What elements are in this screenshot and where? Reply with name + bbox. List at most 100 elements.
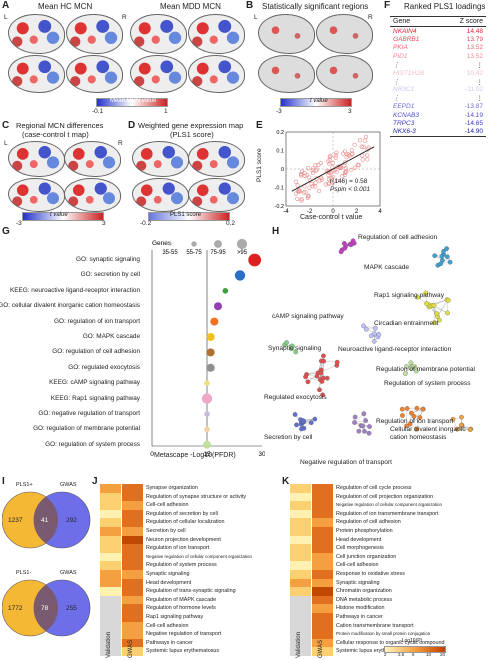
e-point	[365, 153, 370, 158]
h-node	[305, 379, 311, 385]
e-point	[333, 153, 339, 158]
h-node	[318, 370, 324, 376]
heat-cell-validation	[100, 561, 121, 570]
heat-row-label: Cell morphogenesis	[336, 545, 384, 552]
h-node	[420, 406, 426, 412]
brain-d-left-lateral	[132, 141, 189, 177]
h-cluster-label: Secretion by cell	[264, 434, 313, 441]
a-title-mdd: Mean MDD MCN	[160, 2, 221, 11]
heat-cell-validation	[290, 613, 311, 622]
h-cluster-label: Negative regulation of transport	[300, 459, 393, 466]
e-point	[299, 198, 304, 203]
heat-row-label: Cation transmembrane transport	[336, 622, 414, 629]
f-row: GABRB1 13.79	[390, 35, 486, 43]
g-term-label: KEEG: Rap1 signaling pathway	[50, 394, 140, 402]
h-node	[319, 379, 325, 384]
a-cbar-label: Mean MCN value	[110, 98, 157, 104]
heat-row-label: Protein phosphorylation	[336, 528, 393, 534]
heat-row-label: Regulation of ion transmembrane transpor…	[336, 510, 439, 517]
e-fit-line	[291, 146, 375, 192]
e-point	[355, 162, 360, 167]
h-node	[371, 338, 377, 344]
heat-cell-gwas	[312, 570, 333, 579]
heat-row-label: Pathways in cancer	[336, 614, 383, 620]
e-ytick: -0.2	[275, 204, 284, 210]
g-dot	[204, 426, 210, 433]
e-xtick: 2	[355, 209, 359, 215]
heat-row-label: Regulation of secretion by cell	[146, 510, 218, 517]
heat-row-label: Negative regulation of transport	[146, 631, 222, 638]
heat-cell-validation	[290, 492, 311, 502]
i-top-b: GWAS	[60, 482, 77, 488]
f-table: Gene Z score NKAIN4 14.48 GABRB1 13.79 PKIA 1…	[390, 16, 486, 138]
e-point	[300, 169, 305, 174]
h-node	[363, 418, 368, 423]
brain-mdd-right-lateral	[188, 14, 245, 54]
e-xtick: -2	[307, 209, 313, 215]
g-term-label: GO: regulation of ion transport	[54, 317, 140, 325]
h-node	[445, 310, 450, 316]
g-size-legend-dot	[214, 240, 222, 248]
g-dot	[204, 411, 210, 417]
h-node	[403, 371, 408, 376]
heat-cell-validation	[290, 501, 311, 510]
g-size-legend-label: 35-55	[162, 250, 178, 256]
i-top-right: 292	[66, 517, 77, 524]
heat-cell-gwas	[122, 595, 143, 605]
i-bottom-b: GWAS	[60, 570, 77, 576]
heat-cell-gwas	[312, 501, 333, 510]
heat-cell-validation	[290, 509, 311, 519]
h-node	[308, 420, 314, 426]
f-zscore: -14.65	[464, 119, 483, 127]
a-r: R	[122, 14, 127, 21]
e-point	[299, 173, 304, 178]
heat-cell-validation	[100, 638, 121, 648]
heat-cell-gwas	[312, 535, 333, 545]
e-point	[362, 138, 368, 143]
i-bottom-left: 1772	[8, 605, 23, 612]
heat-cell-validation	[100, 518, 121, 527]
f-row: TRPC3 -14.65	[390, 119, 486, 127]
h-network	[282, 238, 474, 436]
panel-label-i: I	[2, 476, 5, 487]
heat-cell-gwas	[312, 630, 333, 639]
h-node	[360, 423, 366, 429]
h-edge	[433, 305, 448, 314]
e-point	[340, 174, 345, 179]
f-zscore: -11.02	[465, 86, 483, 94]
h-node	[362, 428, 367, 434]
e-point	[303, 190, 308, 195]
j-heatmap: Synapse organization Regulation of synaps…	[100, 480, 280, 660]
h-node	[404, 406, 410, 411]
h-cluster-label: Cellular divalent inorganic	[390, 426, 466, 433]
h-node	[445, 298, 451, 303]
heat-cell-gwas	[312, 604, 333, 613]
heat-cell-validation	[290, 604, 311, 613]
e-point	[293, 179, 299, 184]
h-node	[301, 418, 307, 424]
g-dot	[206, 348, 215, 357]
f-zscore: -14.19	[464, 111, 483, 119]
h-node	[404, 364, 409, 369]
heat-cell-validation	[290, 595, 311, 605]
h-cluster-label: MAPK cascade	[364, 264, 410, 271]
heat-row-label: Cell-cell adhesion	[146, 502, 189, 509]
heat-row-label: Regulation of cell adhesion	[336, 519, 401, 526]
h-node	[321, 358, 327, 364]
e-point	[307, 185, 312, 190]
h-cluster-label: Regulated exocytosis	[264, 394, 327, 401]
h-node	[299, 426, 304, 432]
h-edge	[363, 413, 365, 432]
h-node	[415, 294, 420, 300]
g-term-label: GO: regulated exocytosis	[68, 363, 140, 371]
h-node	[376, 332, 382, 337]
g-term-label: GO: regulation of system process	[45, 440, 140, 448]
heat-cell-gwas	[122, 613, 143, 622]
brain-hc-right-lateral	[66, 14, 123, 54]
heat-cell-gwas	[312, 561, 333, 570]
a-title-hc: Mean HC MCN	[38, 2, 93, 11]
h-node	[467, 427, 473, 433]
e-point	[344, 155, 349, 160]
e-point	[349, 148, 354, 153]
heat-cell-gwas	[312, 578, 333, 588]
